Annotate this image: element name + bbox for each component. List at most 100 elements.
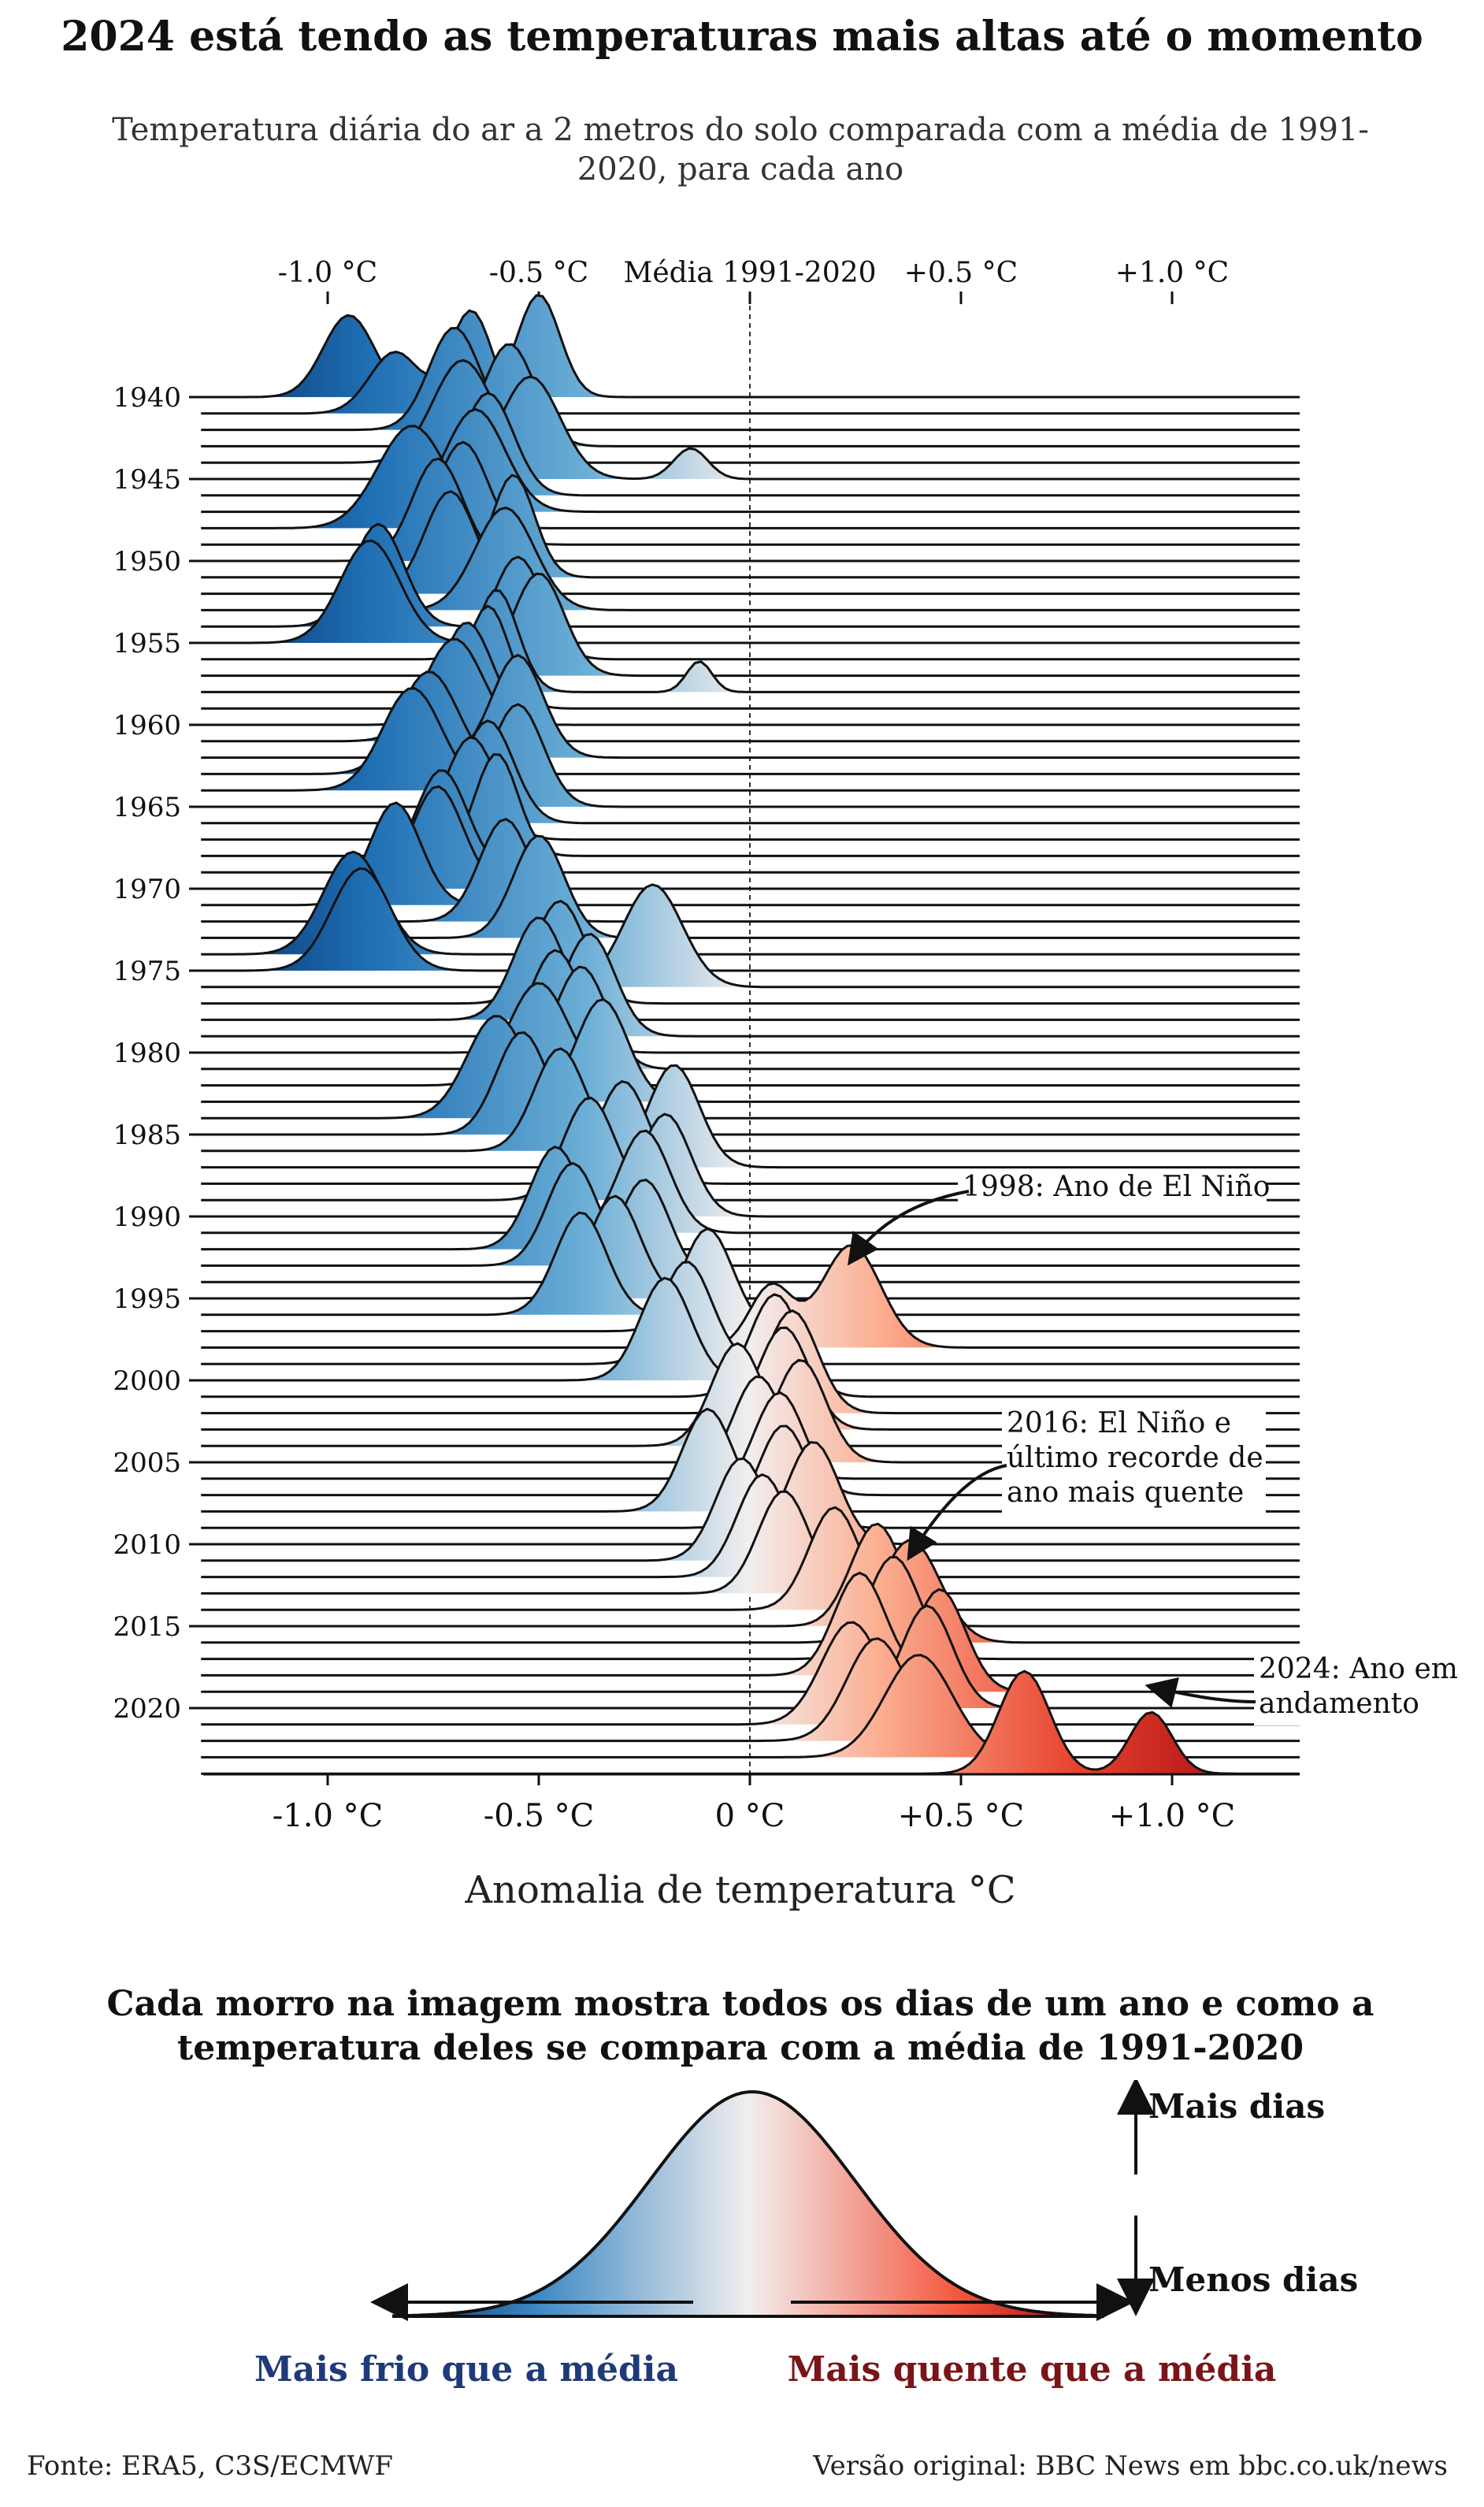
year-label-2010: 2010 [113, 1529, 181, 1561]
ridge-line-1941 [201, 309, 1300, 415]
ridge-line-1940 [201, 294, 1300, 399]
ridgeline-chart: -1.0 °C -0.5 °C Média 1991-2020 +0.5 °C +1.0… [113, 257, 1458, 1912]
ridge-line-2015 [201, 1522, 1300, 1628]
ridge-line-1997 [201, 1227, 1300, 1333]
top-axis-tick-label: +0.5 °C [904, 257, 1018, 289]
bottom-axis: -1.0 °C -0.5 °C 0 °C +0.5 °C +1.0 °C [203, 1773, 1300, 1834]
year-axis: 1940 1945 1950 1955 1960 1965 1970 1975 1980 1985… [113, 382, 202, 1725]
colder-label: Mais frio que a média [254, 2349, 678, 2390]
year-label-2000: 2000 [113, 1365, 181, 1397]
year-label-1950: 1950 [113, 546, 181, 578]
fewer-days-label: Menos dias [1148, 2260, 1358, 2299]
top-axis-tick-label: -1.0 °C [278, 257, 377, 289]
source-note: Fonte: ERA5, C3S/ECMWF [27, 2450, 393, 2482]
ridge-line-1992 [201, 1146, 1300, 1251]
ridge-line-1944 [201, 358, 1300, 464]
ridge-line-1978 [201, 916, 1300, 1021]
ridge-line-1991 [201, 1129, 1300, 1235]
ridge-line-1975 [201, 867, 1300, 972]
ridge-line-2019 [201, 1588, 1300, 1693]
ridge-line-1986 [201, 1047, 1300, 1153]
ridge-line-2011 [201, 1457, 1300, 1562]
bottom-axis-tick-label: -1.0 °C [273, 1798, 383, 1834]
ridge-line-1943 [201, 343, 1300, 448]
ridge-fill-2024 [201, 1671, 1300, 1774]
ridge-line-1971 [201, 801, 1300, 907]
annotation-arrow-2024 [1145, 1677, 1256, 1708]
ridge-line-1964 [201, 687, 1300, 792]
ridge-line-1965 [201, 703, 1300, 808]
ridge-line-1990 [201, 1112, 1300, 1218]
annotation-background [1254, 1651, 1443, 1725]
year-label-1985: 1985 [113, 1120, 181, 1151]
year-label-1975: 1975 [113, 956, 181, 987]
chart-subtitle: Temperatura diária do ar a 2 metros do s… [112, 112, 1369, 188]
ridge-fill-1949 [201, 442, 1300, 545]
bottom-axis-tick-label: +0.5 °C [898, 1798, 1024, 1834]
ridge-line-2020 [201, 1604, 1300, 1710]
year-label-2015: 2015 [113, 1611, 181, 1643]
ridge-fill-1964 [201, 688, 1300, 791]
ridge-line-1984 [201, 1015, 1300, 1120]
top-axis-tick-label: Média 1991-2020 [623, 257, 876, 289]
top-axis-tick-label: -0.5 °C [489, 257, 588, 289]
annotations: 1998: Ano de El Niño 2016: El Niño eúltim… [847, 1169, 1458, 1725]
ridge-line-2014 [201, 1506, 1300, 1611]
ridge-line-1998 [201, 1244, 1300, 1349]
ridge-line-1942 [201, 326, 1300, 432]
ridge-line-2017 [201, 1555, 1300, 1661]
ridge-fill-1972 [201, 819, 1300, 922]
ridge-fill-1975 [201, 868, 1300, 971]
ridge-line-1995 [201, 1194, 1300, 1300]
ridge-line-1958 [201, 589, 1300, 693]
ridge-line-1979 [201, 933, 1300, 1038]
ridges [201, 294, 1300, 1775]
year-label-1995: 1995 [113, 1283, 181, 1315]
ridge-line-1993 [201, 1161, 1300, 1267]
ridge-fill-1953 [201, 507, 1300, 611]
annotation-arrow-2016 [907, 1464, 1007, 1562]
ridge-line-1994 [201, 1179, 1300, 1283]
year-label-1965: 1965 [113, 792, 181, 823]
year-label-1955: 1955 [113, 628, 181, 659]
ridge-fill-1940 [201, 295, 1300, 397]
ridge-line-1959 [201, 604, 1300, 710]
annotation-background [1002, 1406, 1266, 1514]
year-label-2005: 2005 [113, 1447, 181, 1479]
ridge-line-2012 [201, 1473, 1300, 1579]
annotation-text-2024: andamento [1259, 1688, 1419, 1720]
ridge-line-1956 [201, 555, 1300, 661]
annotation-text-2016: 2016: El Niño e [1007, 1407, 1231, 1439]
original-version-note: Versão original: BBC News em bbc.co.uk/n… [813, 2450, 1448, 2482]
ridge-line-1977 [201, 900, 1300, 1005]
ridge-line-1954 [201, 522, 1300, 628]
annotation-text-2016: ano mais quente [1007, 1476, 1244, 1509]
ridge-line-2001 [201, 1293, 1300, 1398]
ridge-line-1948 [201, 425, 1300, 529]
year-label-1970: 1970 [113, 874, 181, 905]
warmer-label: Mais quente que a média [788, 2349, 1277, 2390]
explainer-title: Cada morro na imagem mostra todos os dia… [106, 1984, 1375, 2068]
year-label-1960: 1960 [113, 710, 181, 741]
annotation-text-1998: 1998: Ano de El Niño [963, 1171, 1270, 1203]
ridge-fill-1984 [201, 1016, 1300, 1119]
ridge-fill-2001 [201, 1294, 1300, 1397]
ridge-line-1976 [201, 883, 1300, 989]
ridge-fill-1971 [201, 802, 1300, 905]
year-label-2020: 2020 [113, 1693, 181, 1725]
bottom-axis-tick-label: 0 °C [715, 1798, 785, 1834]
annotation-text-2024: 2024: Ano em [1259, 1653, 1458, 1685]
ridge-line-2016 [201, 1539, 1300, 1644]
ridge-line-1957 [201, 572, 1300, 678]
year-label-1945: 1945 [113, 464, 181, 496]
ridge-line-2022 [201, 1637, 1300, 1743]
ridge-line-2013 [201, 1490, 1300, 1595]
ridge-fill-2012 [201, 1474, 1300, 1577]
year-label-1990: 1990 [113, 1202, 181, 1233]
explainer-diagram: Mais dias Menos dias Mais frio que a méd… [254, 2080, 1358, 2390]
ridge-line-1980 [201, 949, 1300, 1054]
ridge-line-1981 [201, 965, 1300, 1071]
ridge-line-1985 [201, 1031, 1300, 1136]
annotation-background [958, 1169, 1267, 1209]
ridge-line-1960 [201, 622, 1300, 726]
